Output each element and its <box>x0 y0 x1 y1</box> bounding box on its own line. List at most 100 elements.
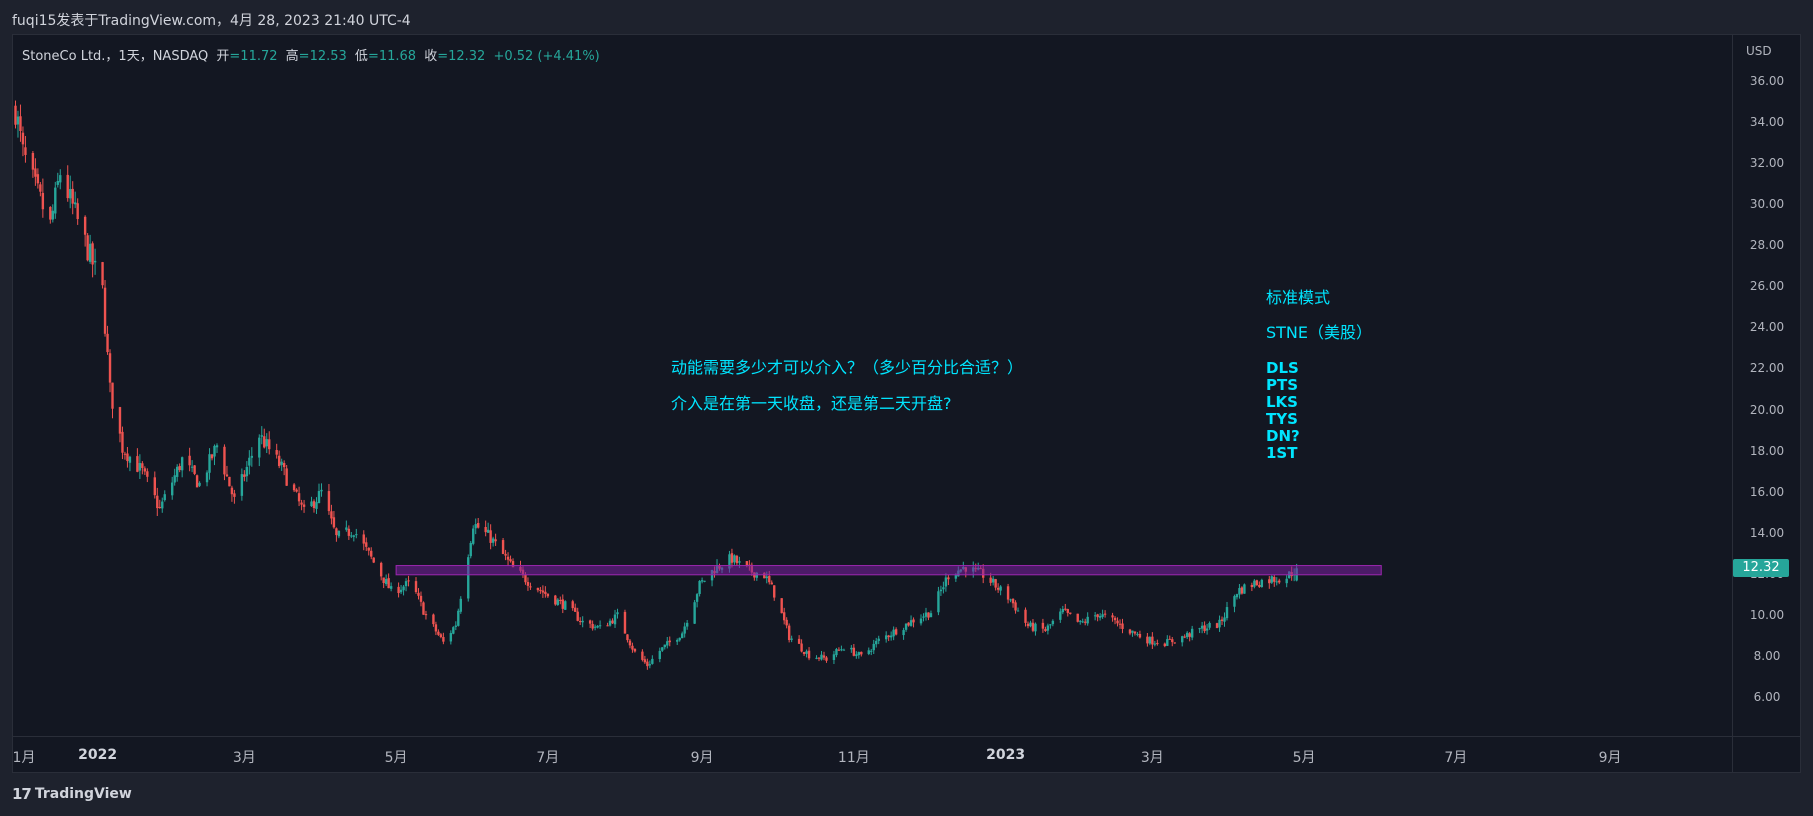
candle-body <box>439 634 443 638</box>
candle <box>817 657 821 662</box>
candle-body <box>1181 636 1184 643</box>
candle-body <box>860 651 863 655</box>
candle-body <box>178 466 181 471</box>
candle <box>21 126 25 157</box>
candle-body <box>628 640 632 646</box>
price-tick-label: 6.00 <box>1753 690 1781 704</box>
candle <box>424 610 428 620</box>
candle-body <box>275 450 278 455</box>
candle-body <box>529 586 532 588</box>
high-label: 高 <box>285 49 299 64</box>
candle-body <box>24 147 27 155</box>
candle-body <box>173 475 176 483</box>
candle-body <box>66 174 69 199</box>
candle <box>907 622 910 627</box>
candle-body <box>1255 580 1259 586</box>
candle <box>1260 578 1264 588</box>
candle <box>315 497 318 514</box>
candle <box>613 609 617 628</box>
time-tick-label: 11月 <box>837 750 870 766</box>
candle <box>1118 619 1122 629</box>
candle <box>494 533 497 546</box>
candle-body <box>887 635 890 638</box>
candle-body <box>929 613 933 618</box>
annotation-mode-title[interactable]: 标准模式 <box>1266 288 1331 307</box>
candle <box>86 233 89 262</box>
candle <box>1163 642 1167 648</box>
candle <box>1225 601 1229 621</box>
candle-body <box>999 586 1002 591</box>
candle <box>641 649 644 662</box>
candle-body <box>397 586 400 594</box>
candle-body <box>837 649 841 651</box>
candle-body <box>14 105 17 125</box>
candle-body <box>768 575 771 583</box>
time-tick-label: 5月 <box>384 750 408 766</box>
footer-brand[interactable]: 𝟭𝟳 TradingView <box>12 785 132 803</box>
candle <box>365 537 368 551</box>
open-value: =11.72 <box>229 49 278 64</box>
candle-body <box>1163 643 1167 647</box>
candle <box>379 561 383 581</box>
checklist-item: PTS <box>1266 376 1299 394</box>
candle <box>807 647 811 661</box>
candle <box>1026 621 1030 629</box>
candle-body <box>432 614 435 625</box>
currency-label[interactable]: USD <box>1746 44 1772 58</box>
candle <box>208 448 211 480</box>
candle-body <box>1218 619 1221 628</box>
candle <box>785 617 788 629</box>
price-axis[interactable] <box>1733 34 1801 737</box>
candle <box>1273 574 1276 587</box>
candle-body <box>118 407 122 434</box>
candle <box>1278 578 1281 585</box>
candle-body <box>598 625 602 627</box>
candle-body <box>626 634 629 641</box>
candle-body <box>213 445 216 457</box>
candle-body <box>215 445 219 448</box>
annotation-question-1[interactable]: 动能需要多少才可以介入？（多少百分比合适？） <box>671 358 1024 377</box>
candle <box>1031 619 1035 633</box>
candle <box>1151 632 1154 649</box>
annotation-checklist[interactable]: DLS PTS LKS TYS DN? 1ST <box>1266 360 1300 462</box>
candle-body <box>875 640 878 645</box>
candle <box>526 577 530 591</box>
candle <box>780 598 783 614</box>
candle-body <box>367 547 370 551</box>
price-tick-label: 30.00 <box>1749 197 1785 212</box>
candle <box>1086 612 1089 626</box>
candle-body <box>1093 615 1097 617</box>
candle <box>1185 631 1189 640</box>
candle <box>556 598 560 606</box>
candle-body <box>457 610 460 626</box>
candle-body <box>1253 580 1256 587</box>
resistance-zone[interactable] <box>395 565 1382 576</box>
candle <box>399 585 403 595</box>
time-axis[interactable] <box>12 737 1733 773</box>
chart-pane[interactable] <box>12 34 1733 737</box>
candle-body <box>442 636 445 642</box>
candle-body <box>146 471 149 477</box>
candle-body <box>467 557 470 599</box>
candle <box>230 485 234 502</box>
candle <box>36 168 40 189</box>
annotation-question-2[interactable]: 介入是在第一天收盘，还是第二天开盘? <box>671 394 952 413</box>
annotation-ticker-note[interactable]: STNE（美股） <box>1266 323 1373 342</box>
candle-body <box>700 580 704 582</box>
candle <box>504 549 507 561</box>
candle-body <box>108 353 112 383</box>
candle-body <box>205 472 209 483</box>
candle <box>422 601 425 615</box>
candle-body <box>763 572 766 579</box>
candle-body <box>188 455 191 466</box>
candle-body <box>578 621 582 623</box>
candle-body <box>651 658 654 664</box>
candle <box>243 470 246 482</box>
candle-body <box>765 576 768 579</box>
candle <box>126 447 129 468</box>
candle-body <box>989 577 992 583</box>
candle-body <box>927 612 930 618</box>
candle-body <box>877 638 880 641</box>
candle <box>73 191 77 209</box>
candle-body <box>820 654 823 660</box>
